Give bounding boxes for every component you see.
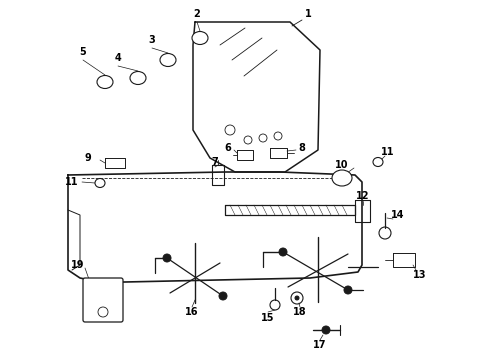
Ellipse shape [332, 170, 352, 186]
Circle shape [322, 326, 330, 334]
Ellipse shape [160, 54, 176, 67]
Text: 17: 17 [313, 340, 327, 350]
Text: 13: 13 [413, 270, 427, 280]
Text: 16: 16 [185, 307, 199, 317]
Text: 11: 11 [65, 177, 79, 187]
Circle shape [295, 296, 299, 300]
Text: 11: 11 [381, 147, 395, 157]
Text: 8: 8 [298, 143, 305, 153]
Ellipse shape [95, 179, 105, 188]
Text: 9: 9 [85, 153, 91, 163]
Text: 5: 5 [80, 47, 86, 57]
Ellipse shape [192, 32, 208, 45]
Text: 18: 18 [293, 307, 307, 317]
Text: 3: 3 [148, 35, 155, 45]
Text: 4: 4 [115, 53, 122, 63]
Text: 19: 19 [71, 260, 85, 270]
Circle shape [279, 248, 287, 256]
Circle shape [219, 292, 227, 300]
Text: 6: 6 [224, 143, 231, 153]
Text: 7: 7 [212, 157, 219, 167]
Text: 14: 14 [391, 210, 405, 220]
Text: 15: 15 [261, 313, 275, 323]
Circle shape [344, 286, 352, 294]
Text: 12: 12 [356, 191, 370, 201]
Ellipse shape [130, 72, 146, 85]
Text: 1: 1 [305, 9, 311, 19]
FancyBboxPatch shape [83, 278, 123, 322]
Text: 10: 10 [335, 160, 349, 170]
Circle shape [163, 254, 171, 262]
Text: 2: 2 [194, 9, 200, 19]
Ellipse shape [97, 76, 113, 89]
Ellipse shape [373, 158, 383, 166]
